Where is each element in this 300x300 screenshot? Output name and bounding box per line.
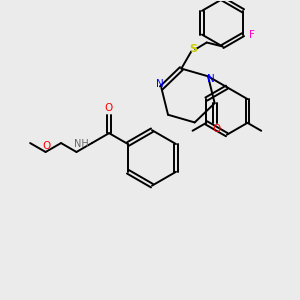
Text: NH: NH (74, 139, 89, 149)
Text: F: F (249, 30, 255, 40)
Text: O: O (43, 141, 51, 151)
Text: O: O (104, 103, 112, 113)
Text: S: S (189, 44, 197, 54)
Text: O: O (212, 124, 221, 134)
Text: N: N (155, 79, 163, 89)
Text: N: N (207, 74, 215, 84)
